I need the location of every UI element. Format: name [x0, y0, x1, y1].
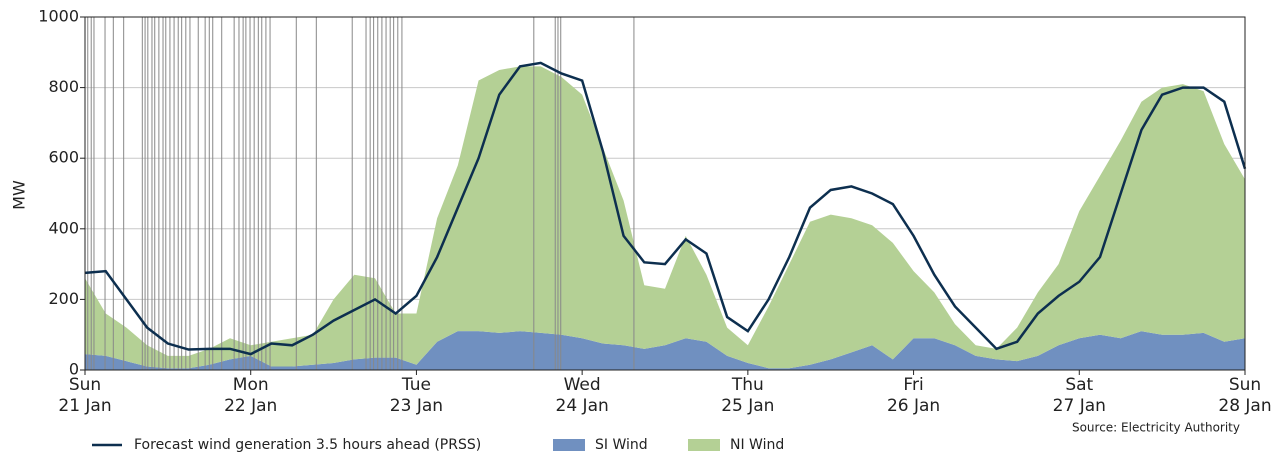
line	[84, 61, 1247, 356]
area	[85, 66, 1245, 369]
x-tick-label: Wed 24 Jan	[555, 375, 609, 416]
legend-label: Forecast wind generation 3.5 hours ahead…	[134, 437, 481, 453]
y-tick-label: 0	[69, 360, 79, 379]
legend-label: SI Wind	[595, 437, 648, 453]
y-tick-label: 400	[48, 218, 79, 237]
legend-label: NI Wind	[730, 437, 784, 453]
x-tick-label: Sun 28 Jan	[1218, 375, 1272, 416]
plot-frame	[84, 16, 1246, 371]
y-axis-label: MW	[10, 180, 29, 210]
y-tick-label: 600	[48, 148, 79, 167]
y-tick-label: 200	[48, 289, 79, 308]
x-tick-label: Fri 26 Jan	[886, 375, 941, 416]
source: Source: Electricity Authority	[1072, 421, 1240, 435]
x-tick-label: Thu 25 Jan	[721, 375, 775, 416]
x-tick-label: Mon 22 Jan	[224, 375, 278, 416]
y-tick-label: 1000	[38, 7, 79, 26]
x-tick-label: Sat 27 Jan	[1052, 375, 1106, 416]
x-tick-label: Tue 23 Jan	[389, 375, 444, 416]
legend-swatch	[553, 439, 585, 451]
y-tick-label: 800	[48, 77, 79, 96]
x-tick-label: Sun 21 Jan	[58, 375, 112, 416]
area	[85, 331, 1245, 370]
legend-swatch	[688, 439, 720, 451]
